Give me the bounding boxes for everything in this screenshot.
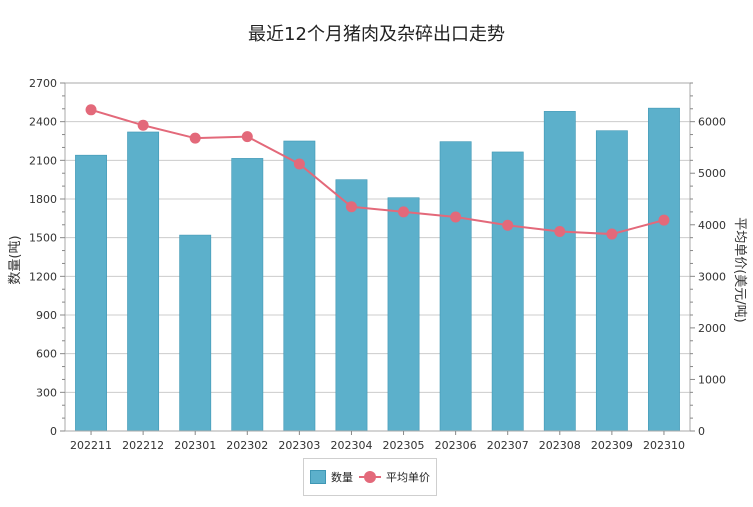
x-tick-label: 202212 — [122, 439, 164, 452]
price-point-202306 — [450, 211, 462, 223]
left-tick-label: 0 — [50, 425, 57, 438]
left-tick-label: 1500 — [29, 232, 57, 245]
left-tick-label: 1200 — [29, 270, 57, 283]
left-tick-label: 900 — [36, 309, 57, 322]
right-tick-label: 5000 — [698, 167, 726, 180]
price-point-202304 — [345, 201, 357, 213]
price-point-202212 — [137, 119, 149, 131]
right-tick-label: 4000 — [698, 219, 726, 232]
left-axis-ticks: 0 300 600 900 1200 1500 1800 2100 2400 2700 — [29, 77, 57, 438]
x-tick-label: 202306 — [435, 439, 477, 452]
bar-202309 — [595, 130, 628, 432]
right-tick-label: 2000 — [698, 322, 726, 335]
axes — [60, 82, 695, 432]
price-point-202305 — [398, 206, 410, 218]
chart-title: 最近12个月猪肉及杂碎出口走势 — [248, 24, 505, 45]
right-tick-label: 6000 — [698, 116, 726, 129]
bar-202302 — [231, 158, 264, 432]
bar-202304 — [335, 179, 368, 432]
price-point-202211 — [85, 104, 97, 116]
x-tick-label: 202308 — [539, 439, 581, 452]
bar-202211 — [75, 154, 107, 432]
x-tick-label: 202304 — [330, 439, 372, 452]
plot-frame — [64, 82, 691, 432]
legend-item-quantity: 数量 — [310, 469, 353, 485]
right-tick-label: 1000 — [698, 373, 726, 386]
legend-label-price: 平均单价 — [386, 471, 430, 484]
legend-label-quantity: 数量 — [331, 471, 353, 484]
x-tick-label: 202305 — [383, 439, 425, 452]
left-tick-label: 2100 — [29, 154, 57, 167]
bar-series — [75, 107, 680, 432]
x-tick-label: 202309 — [591, 439, 633, 452]
price-line — [90, 108, 665, 236]
x-tick-label: 202302 — [226, 439, 268, 452]
legend: 数量 平均单价 — [303, 458, 437, 496]
price-point-202301 — [189, 132, 201, 144]
x-tick-label: 202301 — [174, 439, 216, 452]
y-axis-title-right: 平均单价(美元/吨) — [732, 217, 747, 323]
price-point-202309 — [606, 228, 618, 240]
left-tick-label: 600 — [36, 348, 57, 361]
bar-202301 — [179, 234, 212, 432]
bar-202305 — [387, 197, 420, 432]
y-axis-title-left: 数量(吨) — [8, 235, 23, 284]
x-tick-label: 202211 — [70, 439, 112, 452]
price-point-202303 — [293, 158, 305, 170]
legend-swatch-quantity — [310, 470, 326, 484]
left-tick-label: 2700 — [29, 77, 57, 90]
left-tick-label: 2400 — [29, 116, 57, 129]
right-tick-label: 3000 — [698, 270, 726, 283]
x-tick-label: 202310 — [643, 439, 685, 452]
bar-202212 — [127, 131, 160, 432]
price-point-202308 — [554, 225, 566, 237]
bar-202308 — [543, 111, 576, 432]
left-tick-label: 300 — [36, 386, 57, 399]
line-series — [85, 104, 670, 240]
legend-item-price: 平均单价 — [359, 469, 430, 485]
x-tick-label: 202303 — [278, 439, 320, 452]
bar-202307 — [491, 151, 524, 432]
bar-202310 — [648, 107, 680, 432]
right-tick-label: 0 — [698, 425, 705, 438]
price-point-202307 — [502, 219, 514, 231]
price-point-202310 — [658, 214, 670, 226]
legend-marker-price — [359, 470, 381, 484]
bar-202306 — [439, 141, 472, 432]
bar-202303 — [283, 140, 316, 432]
left-tick-label: 1800 — [29, 193, 57, 206]
price-point-202302 — [241, 131, 253, 143]
x-tick-label: 202307 — [487, 439, 529, 452]
right-axis-ticks: 0 1000 2000 3000 4000 5000 6000 — [698, 116, 726, 438]
x-axis-ticks: 202211 202212 202301 202302 202303 202304 2023… — [70, 431, 685, 452]
